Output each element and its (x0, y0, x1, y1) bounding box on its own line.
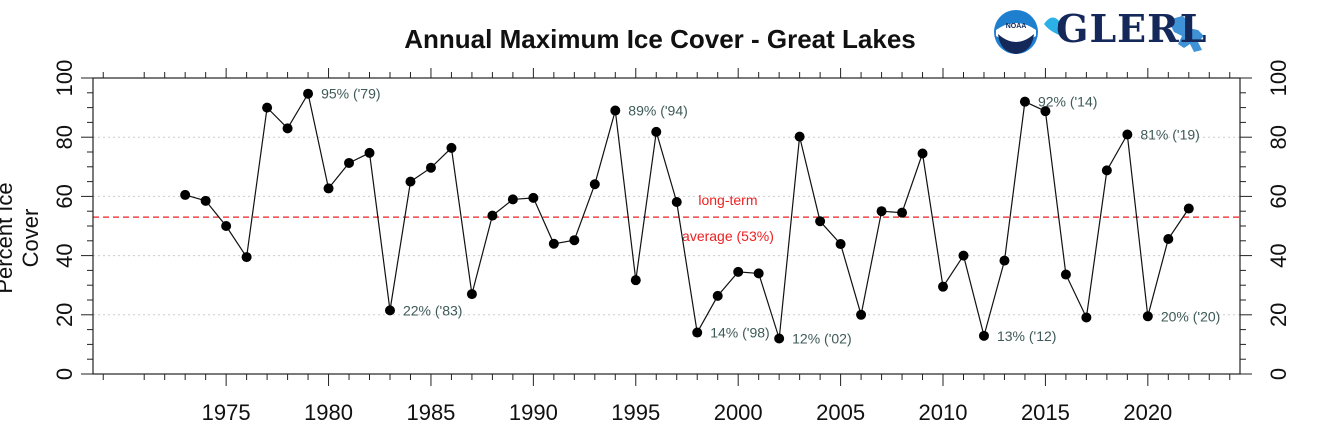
y-tick-label-right: 40 (1266, 243, 1291, 267)
data-point (630, 275, 641, 286)
annotations: 95% ('79) 22% ('83) 89% ('94) 14% ('98) 12% … (321, 86, 1220, 347)
y-tick-label-left: 20 (52, 303, 77, 327)
data-point (1040, 106, 1051, 117)
y-tick-label-left: 60 (52, 184, 77, 208)
data-point (303, 88, 314, 99)
great-lakes-map-icon (1168, 16, 1204, 52)
x-tick-label: 1990 (509, 400, 558, 425)
data-point (221, 221, 232, 231)
data-point (774, 333, 785, 344)
data-point (282, 123, 293, 134)
data-point (241, 252, 252, 263)
data-point (1122, 129, 1133, 140)
data-label: 13% ('12) (997, 328, 1056, 344)
y-tick-label-right: 20 (1266, 303, 1291, 327)
data-label: 92% ('14) (1038, 94, 1097, 110)
data-point (733, 266, 744, 277)
data-point (589, 179, 600, 190)
data-point (200, 195, 211, 206)
data-point (344, 157, 355, 168)
data-point (671, 197, 682, 208)
data-point (651, 126, 662, 137)
data-point (466, 289, 477, 300)
y-tick-label-left: 100 (52, 60, 77, 97)
data-point (405, 176, 416, 187)
average-label-line2: average (53%) (682, 228, 774, 244)
data-point (856, 309, 867, 320)
data-point (1142, 311, 1153, 322)
data-point (425, 162, 436, 173)
data-point (978, 330, 989, 341)
data-point (528, 192, 539, 203)
data-point (712, 290, 723, 301)
x-tick-label: 1985 (406, 400, 455, 425)
data-point (1081, 312, 1092, 323)
data-point (323, 183, 334, 194)
chart-title: Annual Maximum Ice Cover - Great Lakes (404, 24, 916, 54)
data-point (507, 194, 518, 205)
y-tick-label-left: 80 (52, 125, 77, 149)
data-point (262, 102, 273, 113)
data-point (692, 327, 703, 338)
x-tick-label: 1975 (202, 400, 251, 425)
logo: NOAA (994, 10, 1204, 54)
data-point (835, 239, 846, 250)
x-tick-label: 1980 (304, 400, 353, 425)
data-point (876, 206, 887, 217)
data-point (897, 207, 908, 218)
x-tick-label: 2010 (919, 400, 968, 425)
series-polyline (185, 92, 1190, 339)
y-tick-label-right: 60 (1266, 184, 1291, 208)
average-label-line1: long-term (698, 192, 757, 208)
series-line (185, 92, 1190, 339)
x-tick-label: 1995 (611, 400, 660, 425)
data-point (610, 105, 621, 116)
y-tick-label-right: 100 (1266, 60, 1291, 97)
y-tick-label-left: 40 (52, 243, 77, 267)
data-point (938, 281, 949, 292)
data-point (794, 131, 805, 142)
data-points (180, 88, 1194, 344)
y-tick-label-right: 0 (1266, 368, 1291, 380)
wave-icon (1044, 17, 1062, 36)
gridlines (93, 136, 1240, 316)
data-point (364, 147, 375, 158)
data-label: 12% ('02) (792, 330, 851, 346)
logo-text: GLERL (1056, 6, 1208, 51)
data-label: 95% ('79) (321, 86, 380, 102)
svg-text:NOAA: NOAA (1006, 23, 1027, 30)
data-point (999, 255, 1010, 266)
data-point (815, 216, 826, 227)
noaa-emblem: NOAA (994, 10, 1038, 54)
data-label: 14% ('98) (710, 325, 769, 341)
data-label: 89% ('94) (628, 103, 687, 119)
x-tick-label: 2000 (714, 400, 763, 425)
data-point (548, 238, 559, 249)
data-point (384, 305, 395, 316)
data-point (446, 142, 457, 153)
data-label: 81% ('19) (1140, 127, 1199, 143)
x-tick-label: 2020 (1123, 400, 1172, 425)
x-tick-label: 2015 (1021, 400, 1070, 425)
data-label: 20% ('20) (1161, 308, 1220, 324)
data-point (1019, 96, 1030, 107)
data-label: 22% ('83) (403, 302, 462, 318)
data-point (1163, 234, 1174, 245)
y-tick-label-left: 0 (52, 368, 77, 380)
x-tick-label: 2005 (816, 400, 865, 425)
data-point (1183, 203, 1194, 214)
data-point (569, 235, 580, 246)
reference-line-group: long-term average (53%) (93, 192, 1240, 244)
data-point (487, 210, 498, 221)
data-point (753, 268, 764, 279)
data-point (958, 250, 969, 261)
data-point (180, 189, 191, 200)
data-point (1060, 269, 1071, 280)
y-tick-label-right: 80 (1266, 125, 1291, 149)
data-point (917, 148, 928, 159)
data-point (1101, 165, 1112, 176)
